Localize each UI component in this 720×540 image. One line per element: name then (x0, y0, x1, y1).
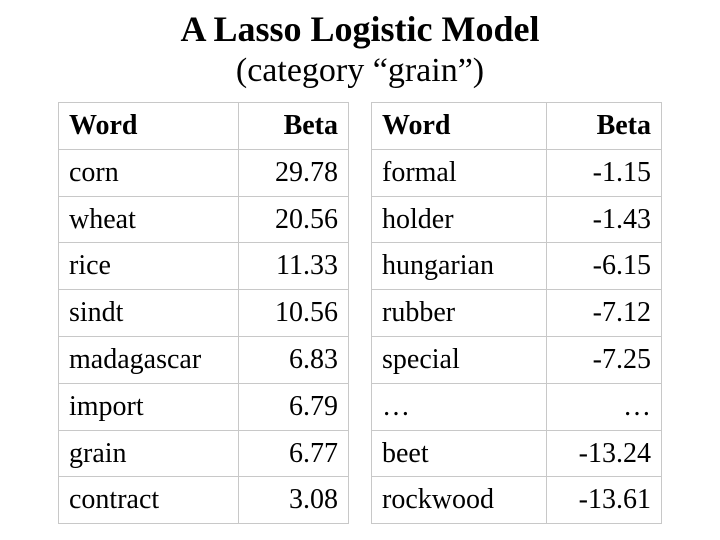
cell-beta: 6.79 (239, 383, 349, 430)
cell-beta: 11.33 (239, 243, 349, 290)
tables-container: Word Beta corn29.78 wheat20.56 rice11.33… (0, 102, 720, 524)
table-row: rubber-7.12 (372, 290, 662, 337)
table-row: hungarian-6.15 (372, 243, 662, 290)
cell-beta: 6.83 (239, 336, 349, 383)
cell-beta: -7.25 (547, 336, 662, 383)
table-row: grain6.77 (59, 430, 349, 477)
cell-word: special (372, 336, 547, 383)
cell-word: rockwood (372, 477, 547, 524)
cell-beta: 6.77 (239, 430, 349, 477)
table-header-row: Word Beta (372, 102, 662, 149)
table-row: contract3.08 (59, 477, 349, 524)
cell-word: holder (372, 196, 547, 243)
cell-word: hungarian (372, 243, 547, 290)
table-row: rockwood-13.61 (372, 477, 662, 524)
right-table: Word Beta formal-1.15 holder-1.43 hungar… (371, 102, 662, 524)
table-row: sindt10.56 (59, 290, 349, 337)
table-row: wheat20.56 (59, 196, 349, 243)
cell-beta: … (547, 383, 662, 430)
cell-word: formal (372, 149, 547, 196)
title-block: A Lasso Logistic Model (category “grain”… (0, 8, 720, 92)
cell-word: madagascar (59, 336, 239, 383)
cell-beta: 20.56 (239, 196, 349, 243)
cell-beta: 29.78 (239, 149, 349, 196)
table-row: special-7.25 (372, 336, 662, 383)
cell-word: import (59, 383, 239, 430)
cell-word: rice (59, 243, 239, 290)
cell-word: wheat (59, 196, 239, 243)
cell-beta: -13.61 (547, 477, 662, 524)
cell-beta: -13.24 (547, 430, 662, 477)
cell-beta: -1.43 (547, 196, 662, 243)
cell-word: contract (59, 477, 239, 524)
cell-beta: 3.08 (239, 477, 349, 524)
table-row: madagascar6.83 (59, 336, 349, 383)
cell-beta: 10.56 (239, 290, 349, 337)
table-header-row: Word Beta (59, 102, 349, 149)
table-row: formal-1.15 (372, 149, 662, 196)
col-header-word: Word (372, 102, 547, 149)
table-row: …… (372, 383, 662, 430)
cell-word: beet (372, 430, 547, 477)
col-header-beta: Beta (239, 102, 349, 149)
table-row: import6.79 (59, 383, 349, 430)
cell-word: … (372, 383, 547, 430)
cell-word: grain (59, 430, 239, 477)
page-subtitle: (category “grain”) (0, 51, 720, 92)
page-title: A Lasso Logistic Model (0, 8, 720, 51)
table-row: corn29.78 (59, 149, 349, 196)
left-table: Word Beta corn29.78 wheat20.56 rice11.33… (58, 102, 349, 524)
cell-beta: -1.15 (547, 149, 662, 196)
cell-word: sindt (59, 290, 239, 337)
cell-word: corn (59, 149, 239, 196)
table-row: holder-1.43 (372, 196, 662, 243)
cell-beta: -7.12 (547, 290, 662, 337)
col-header-beta: Beta (547, 102, 662, 149)
cell-word: rubber (372, 290, 547, 337)
cell-beta: -6.15 (547, 243, 662, 290)
table-row: rice11.33 (59, 243, 349, 290)
col-header-word: Word (59, 102, 239, 149)
table-row: beet-13.24 (372, 430, 662, 477)
